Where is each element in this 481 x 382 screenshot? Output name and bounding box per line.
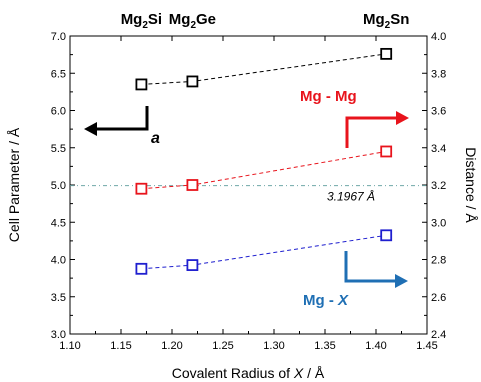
a-axis-arrow [84, 106, 149, 136]
y-left-tick-label: 4.5 [51, 217, 66, 229]
y-left-tick-label: 3.0 [51, 329, 66, 341]
mg-mg-axis-arrow [345, 111, 409, 148]
x-tick-label: 1.30 [263, 340, 284, 352]
y-left-axis-title: Cell Parameter / Å [6, 127, 22, 242]
data-point [135, 262, 148, 275]
y-right-tick-label: 4.0 [431, 31, 446, 43]
y-right-tick-label: 3.8 [431, 68, 446, 80]
x-tick-label: 1.40 [365, 340, 386, 352]
x-axis-title: Covalent Radius of X / Å [172, 365, 325, 381]
data-point [135, 78, 148, 91]
x-title-part3: / Å [303, 365, 325, 381]
compound-label-subscript: 2 [190, 20, 196, 31]
plot-frame [69, 35, 428, 335]
mg-mg-series-label: Mg - Mg [300, 88, 357, 105]
y-left-tick-label: 4.0 [51, 255, 66, 267]
y-right-tick-label: 3.6 [431, 106, 446, 118]
mg-x-label-prefix: Mg - [303, 292, 338, 309]
compound-label-base: Mg [121, 11, 143, 28]
series-layer [135, 47, 393, 275]
reference-line-label: 3.1967 Å [327, 189, 375, 204]
y-left-tick-label: 5.0 [51, 180, 66, 192]
x-title-part1: Covalent Radius of [172, 365, 294, 381]
series-line [141, 234, 387, 270]
compound-label-base: Mg [169, 11, 191, 28]
y-right-axis-ticks: 2.4 2.6 2.8 3.0 3.2 3.4 3.6 3.8 4.0 [422, 31, 446, 341]
y-left-tick-label: 5.5 [51, 143, 66, 155]
compound-label-base: Mg [363, 11, 385, 28]
data-point [380, 229, 393, 242]
compound-label: Mg2Si [121, 11, 162, 31]
mg-x-axis-arrow [344, 251, 408, 288]
data-point [186, 75, 199, 88]
y-left-tick-label: 7.0 [51, 31, 66, 43]
x-tick-label: 1.15 [110, 340, 131, 352]
compound-label-rest: Sn [390, 11, 409, 28]
x-tick-label: 1.20 [161, 340, 182, 352]
data-point [186, 179, 199, 191]
mg-x-series-label: Mg - X [303, 292, 349, 309]
x-tick-label: 1.25 [212, 340, 233, 352]
y-left-tick-label: 3.5 [51, 292, 66, 304]
data-point [135, 182, 148, 195]
compound-label-subscript: 2 [385, 20, 391, 31]
y-right-tick-label: 2.4 [431, 329, 446, 341]
data-point [380, 47, 393, 60]
y-right-axis-title: Distance / Å [463, 147, 479, 223]
y-left-tick-label: 6.5 [51, 68, 66, 80]
compound-label: Mg2Sn [363, 11, 409, 31]
compound-label: Mg2Ge [169, 11, 216, 31]
y-left-axis-ticks: 3.0 3.5 4.0 4.5 5.0 5.5 6.0 6.5 7.0 [51, 31, 75, 341]
x-tick-label: 1.10 [59, 340, 80, 352]
x-axis-ticks: 1.10 1.15 1.20 1.25 1.30 1.35 1.40 1.45 [59, 36, 438, 352]
y-right-tick-label: 2.6 [431, 292, 446, 304]
compound-label-rest: Ge [196, 11, 216, 28]
compound-label-subscript: 2 [142, 20, 148, 31]
y-right-tick-label: 3.0 [431, 217, 446, 229]
y-left-tick-label: 6.0 [51, 106, 66, 118]
top-compound-labels: Mg2Si Mg2Ge Mg2Sn [121, 11, 410, 31]
series-line [141, 150, 387, 190]
y-right-tick-label: 3.2 [431, 180, 446, 192]
x-tick-label: 1.45 [416, 340, 437, 352]
data-point [186, 259, 199, 271]
x-title-italic: X [293, 365, 304, 381]
y-right-tick-label: 2.8 [431, 255, 446, 267]
mg-x-label-italic: X [337, 292, 349, 309]
compound-label-rest: Si [148, 11, 162, 28]
y-right-tick-label: 3.4 [431, 143, 446, 155]
data-point [380, 145, 393, 158]
x-tick-label: 1.35 [314, 340, 335, 352]
series-line [141, 53, 387, 85]
a-series-label: a [151, 130, 160, 147]
